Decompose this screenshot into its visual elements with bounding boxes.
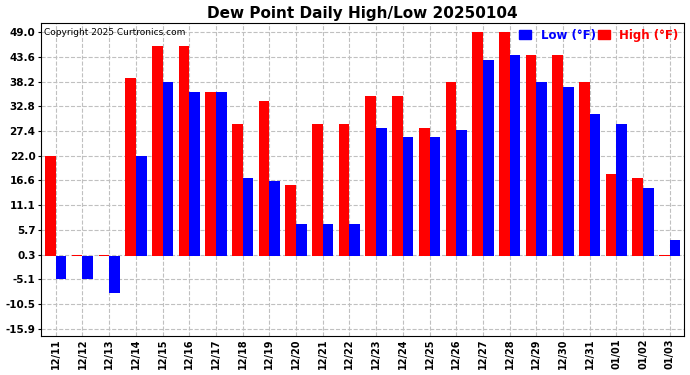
Bar — [633, 178, 643, 256]
Bar — [189, 92, 200, 256]
Bar — [136, 156, 146, 256]
Bar — [446, 82, 456, 256]
Bar — [163, 82, 173, 256]
Bar — [206, 92, 216, 256]
Bar — [296, 224, 307, 256]
Bar — [216, 92, 226, 256]
Bar — [72, 255, 83, 256]
Bar — [109, 256, 120, 292]
Title: Dew Point Daily High/Low 20250104: Dew Point Daily High/Low 20250104 — [208, 6, 518, 21]
Bar — [643, 188, 653, 256]
Bar — [243, 178, 253, 256]
Bar — [472, 32, 483, 256]
Bar — [579, 82, 590, 256]
Bar — [670, 240, 680, 256]
Bar — [99, 255, 109, 256]
Bar — [232, 124, 243, 256]
Bar — [429, 137, 440, 256]
Bar — [616, 124, 627, 256]
Text: Copyright 2025 Curtronics.com: Copyright 2025 Curtronics.com — [44, 28, 186, 37]
Bar — [259, 101, 269, 256]
Bar — [376, 128, 387, 256]
Bar — [45, 156, 56, 256]
Bar — [483, 60, 493, 256]
Bar — [83, 256, 93, 279]
Bar — [349, 224, 360, 256]
Bar — [499, 32, 510, 256]
Bar — [403, 137, 413, 256]
Bar — [606, 174, 616, 256]
Bar — [125, 78, 136, 256]
Bar — [526, 55, 536, 256]
Bar — [510, 55, 520, 256]
Bar — [152, 46, 163, 256]
Bar — [536, 82, 547, 256]
Bar — [312, 124, 323, 256]
Bar — [456, 130, 467, 256]
Bar — [286, 185, 296, 256]
Bar — [590, 114, 600, 256]
Bar — [269, 181, 280, 256]
Bar — [419, 128, 429, 256]
Bar — [323, 224, 333, 256]
Bar — [56, 256, 66, 279]
Bar — [552, 55, 563, 256]
Bar — [339, 124, 349, 256]
Bar — [366, 96, 376, 256]
Bar — [392, 96, 403, 256]
Legend: Low (°F), High (°F): Low (°F), High (°F) — [520, 29, 678, 42]
Bar — [179, 46, 189, 256]
Bar — [659, 255, 670, 256]
Bar — [563, 87, 573, 256]
